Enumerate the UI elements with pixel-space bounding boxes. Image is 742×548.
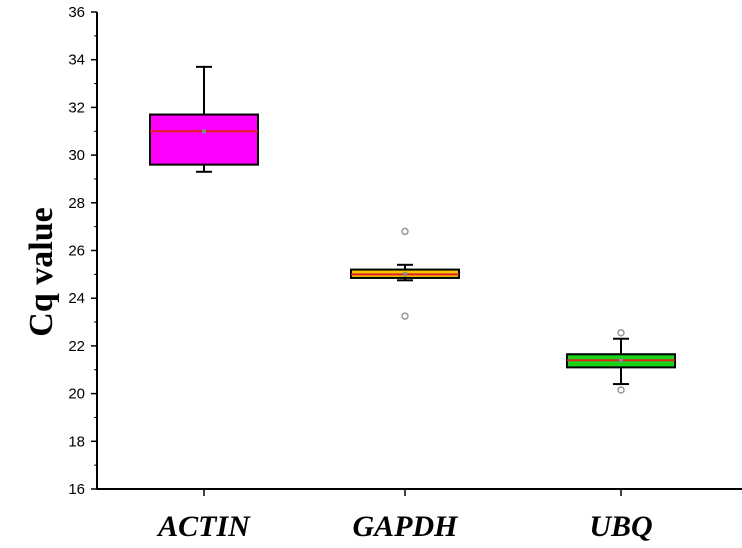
- mean-marker: [202, 129, 206, 134]
- y-tick-label: 28: [68, 195, 85, 212]
- y-axis: 16 18 20 22 24 26 28 30 32 34 36: [68, 4, 98, 498]
- y-tick-label: 26: [68, 243, 85, 260]
- x-axis: ACTIN GAPDH UBQ: [97, 488, 742, 543]
- outlier-point: [617, 386, 625, 394]
- y-tick-label: 20: [68, 386, 85, 403]
- box-ubq: [566, 329, 676, 394]
- box-gapdh: [350, 227, 460, 320]
- y-tick-label: 16: [68, 481, 85, 498]
- mean-marker: [403, 272, 407, 277]
- y-axis-title: Cq value: [23, 207, 60, 336]
- box-actin: [149, 65, 259, 173]
- y-tick-label: 18: [68, 433, 85, 450]
- x-tick-label: ACTIN: [156, 510, 251, 543]
- mean-marker: [619, 358, 623, 363]
- y-tick-label: 30: [68, 147, 85, 164]
- outlier-point: [401, 227, 409, 236]
- y-tick-label: 32: [68, 99, 85, 116]
- y-tick-label: 34: [68, 52, 85, 69]
- x-tick-label: UBQ: [589, 510, 652, 543]
- y-tick-label: 24: [68, 290, 85, 307]
- boxes-layer: [149, 65, 676, 394]
- box-iqr: [149, 113, 259, 166]
- y-tick-label: 36: [68, 4, 85, 21]
- outlier-point: [617, 329, 625, 337]
- x-tick-label: GAPDH: [353, 510, 460, 543]
- outlier-point: [401, 312, 409, 320]
- y-tick-label: 22: [68, 338, 85, 355]
